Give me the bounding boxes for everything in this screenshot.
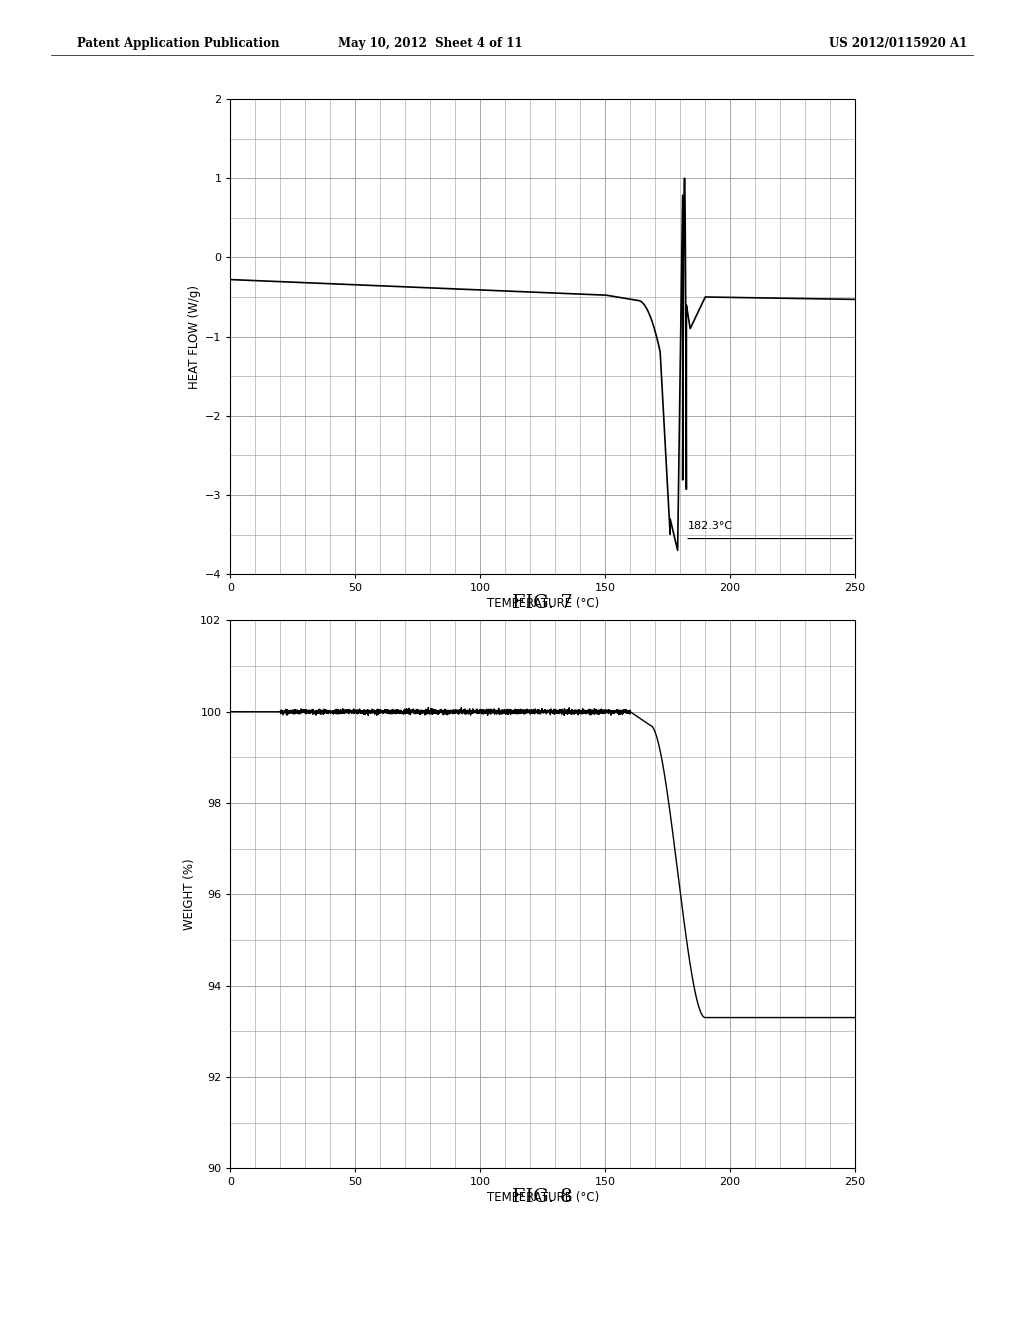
Text: US 2012/0115920 A1: US 2012/0115920 A1 bbox=[829, 37, 968, 50]
Text: FIG. 7: FIG. 7 bbox=[512, 594, 573, 612]
X-axis label: TEMPERATURE (°C): TEMPERATURE (°C) bbox=[486, 1192, 599, 1204]
Text: May 10, 2012  Sheet 4 of 11: May 10, 2012 Sheet 4 of 11 bbox=[338, 37, 522, 50]
Y-axis label: HEAT FLOW (W/g): HEAT FLOW (W/g) bbox=[187, 285, 201, 388]
Text: Patent Application Publication: Patent Application Publication bbox=[77, 37, 280, 50]
Text: FIG. 8: FIG. 8 bbox=[512, 1188, 573, 1206]
Text: 182.3°C: 182.3°C bbox=[688, 521, 733, 531]
X-axis label: TEMPERATURE (°C): TEMPERATURE (°C) bbox=[486, 598, 599, 610]
Y-axis label: WEIGHT (%): WEIGHT (%) bbox=[183, 858, 196, 931]
